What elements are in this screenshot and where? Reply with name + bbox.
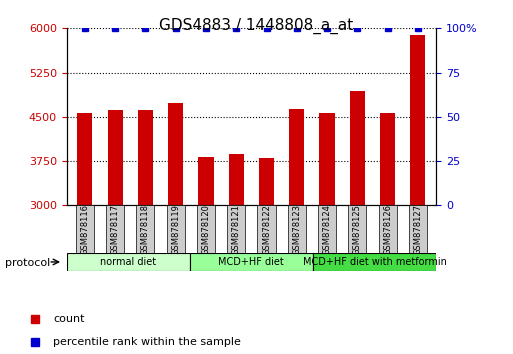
Text: count: count [53, 314, 85, 324]
Text: MCD+HF diet with metformin: MCD+HF diet with metformin [303, 257, 446, 267]
Text: GSM878121: GSM878121 [232, 204, 241, 255]
FancyBboxPatch shape [136, 205, 154, 253]
Text: GSM878126: GSM878126 [383, 204, 392, 255]
Bar [380, 113, 395, 205]
Bar [77, 113, 92, 205]
Text: GSM878122: GSM878122 [262, 204, 271, 255]
FancyBboxPatch shape [258, 205, 275, 253]
Bar [199, 157, 213, 205]
Text: percentile rank within the sample: percentile rank within the sample [53, 337, 241, 347]
Text: GDS4883 / 1448808_a_at: GDS4883 / 1448808_a_at [160, 18, 353, 34]
FancyBboxPatch shape [318, 205, 336, 253]
FancyBboxPatch shape [197, 205, 215, 253]
FancyBboxPatch shape [313, 253, 436, 271]
Text: GSM878119: GSM878119 [171, 204, 180, 255]
FancyBboxPatch shape [348, 205, 366, 253]
FancyBboxPatch shape [190, 253, 313, 271]
Text: GSM878118: GSM878118 [141, 204, 150, 255]
Text: GSM878120: GSM878120 [202, 204, 210, 255]
FancyBboxPatch shape [409, 205, 427, 253]
Bar [289, 109, 304, 205]
Bar [168, 103, 183, 205]
FancyBboxPatch shape [379, 205, 397, 253]
Text: GSM878124: GSM878124 [323, 204, 331, 255]
Text: normal diet: normal diet [100, 257, 156, 267]
FancyBboxPatch shape [67, 253, 190, 271]
Text: GSM878116: GSM878116 [81, 204, 89, 255]
Text: GSM878125: GSM878125 [353, 204, 362, 255]
FancyBboxPatch shape [106, 205, 124, 253]
Text: GSM878117: GSM878117 [111, 204, 120, 255]
Bar [259, 158, 274, 205]
Bar [320, 113, 334, 205]
Text: protocol: protocol [5, 258, 50, 268]
Text: MCD+HF diet: MCD+HF diet [219, 257, 284, 267]
Bar [350, 91, 365, 205]
FancyBboxPatch shape [167, 205, 185, 253]
FancyBboxPatch shape [76, 205, 94, 253]
Text: GSM878127: GSM878127 [413, 204, 422, 255]
Text: GSM878123: GSM878123 [292, 204, 301, 255]
FancyBboxPatch shape [288, 205, 306, 253]
Bar [229, 154, 244, 205]
Bar [138, 110, 153, 205]
Bar [108, 110, 123, 205]
Bar [410, 35, 425, 205]
FancyBboxPatch shape [227, 205, 245, 253]
